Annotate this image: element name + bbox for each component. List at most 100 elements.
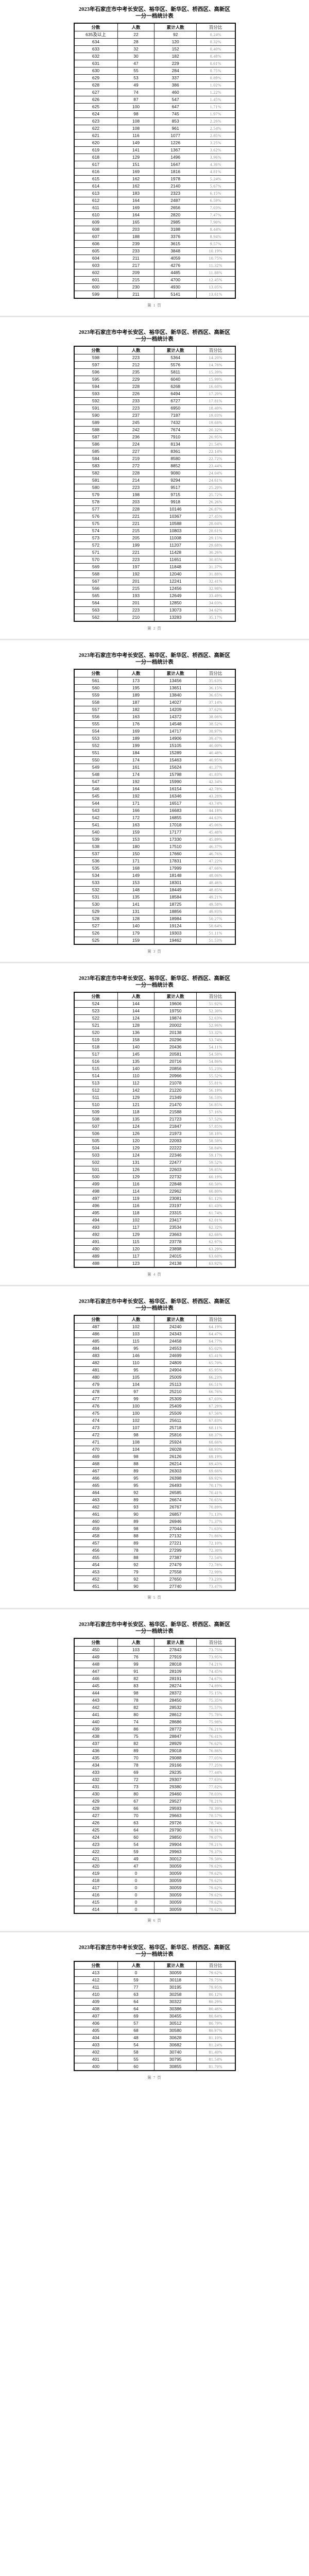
score-cell: 403 <box>74 2041 118 2049</box>
score-cell: 579 <box>74 491 118 499</box>
table-row: 425 64 29790 78.91% <box>74 1826 236 1834</box>
cumulative-cell: 3615 <box>154 240 197 248</box>
count-cell: 145 <box>117 1050 155 1058</box>
score-cell: 555 <box>74 720 118 728</box>
table-row: 530 141 18725 49.58% <box>74 901 236 908</box>
score-cell: 427 <box>74 1812 118 1820</box>
score-cell: 573 <box>74 534 118 542</box>
page-title: 2023年石家庄市中考长安区、裕华区、新华区、桥西区、高新区 一分一档统计表 <box>0 646 309 666</box>
count-cell: 28 <box>117 38 155 46</box>
count-cell: 164 <box>117 211 155 219</box>
score-cell: 504 <box>74 1144 118 1152</box>
count-cell: 148 <box>117 886 155 894</box>
title-line-2: 一分一档统计表 <box>135 982 174 988</box>
cumulative-cell: 25113 <box>154 1381 197 1388</box>
count-cell: 104 <box>117 1446 155 1453</box>
count-cell: 217 <box>117 262 155 269</box>
count-cell: 219 <box>117 455 155 463</box>
score-cell: 561 <box>74 677 118 685</box>
cumulative-cell: 30628 <box>154 2034 197 2042</box>
count-cell: 163 <box>117 821 155 829</box>
title-line-1: 2023年石家庄市中考长安区、裕华区、新华区、桥西区、高新区 <box>79 1945 230 1951</box>
table-row: 608 203 3188 8.44% <box>74 226 236 233</box>
cumulative-cell: 16855 <box>154 814 197 822</box>
percent-cell: 1.71% <box>196 103 236 111</box>
cumulative-cell: 5811 <box>154 368 197 376</box>
table-row: 442 82 28532 75.57% <box>74 1704 236 1711</box>
percent-cell: 32.41% <box>196 578 236 585</box>
score-cell: 604 <box>74 255 118 262</box>
count-cell: 136 <box>117 1029 155 1037</box>
score-cell: 574 <box>74 527 118 535</box>
table-row: 473 107 25718 68.11% <box>74 1424 236 1432</box>
cumulative-cell: 17831 <box>154 857 197 865</box>
percent-cell: 10.75% <box>196 255 236 262</box>
score-cell: 529 <box>74 908 118 916</box>
page-title: 2023年石家庄市中考长安区、裕华区、新华区、桥西区、高新区 一分一档统计表 <box>0 969 309 989</box>
table-row: 522 124 19874 52.63% <box>74 1014 236 1022</box>
score-cell: 470 <box>74 1446 118 1453</box>
count-cell: 70 <box>117 1754 155 1762</box>
cumulative-cell: 30012 <box>154 1855 197 1863</box>
cumulative-cell: 30059 <box>154 1877 197 1885</box>
percent-cell: 29.68% <box>196 541 236 549</box>
percent-cell: 66.76% <box>196 1388 236 1396</box>
count-cell: 192 <box>117 570 155 578</box>
table-row: 413 0 30059 79.62% <box>74 1969 236 1977</box>
count-cell: 63 <box>117 1991 155 1998</box>
score-cell: 626 <box>74 96 118 104</box>
document-page: 2023年石家庄市中考长安区、裕华区、新华区、桥西区、高新区 一分一档统计表 分… <box>0 323 309 633</box>
score-cell: 450 <box>74 1646 118 1654</box>
column-header-score: 分数 <box>74 23 118 31</box>
table-row: 519 158 20296 53.74% <box>74 1036 236 1044</box>
table-row: 557 182 14209 37.62% <box>74 706 236 714</box>
score-cell: 429 <box>74 1798 118 1805</box>
count-cell: 235 <box>117 368 155 376</box>
cumulative-cell: 23663 <box>154 1231 197 1239</box>
table-row: 595 229 6040 15.99% <box>74 376 236 383</box>
score-cell: 446 <box>74 1675 118 1683</box>
count-cell: 164 <box>117 197 155 205</box>
table-row: 411 77 30195 79.95% <box>74 1984 236 1991</box>
percent-cell: 22.72% <box>196 455 236 463</box>
cumulative-cell: 28772 <box>154 1725 197 1733</box>
page-footer: 第 7 页 <box>147 2075 162 2080</box>
percent-cell: 55.23% <box>196 1065 236 1073</box>
cumulative-cell: 1367 <box>154 146 197 154</box>
table-row: 504 129 22222 58.84% <box>74 1144 236 1152</box>
count-cell: 126 <box>117 1130 155 1138</box>
percent-cell: 72.10% <box>196 1539 236 1547</box>
table-row: 500 129 22732 60.19% <box>74 1173 236 1181</box>
score-cell: 584 <box>74 455 118 463</box>
count-cell: 176 <box>117 720 155 728</box>
table-row: 433 69 29235 77.44% <box>74 1769 236 1776</box>
table-row: 524 144 19606 51.92% <box>74 1000 236 1008</box>
table-row: 599 211 5141 13.61% <box>74 291 236 299</box>
percent-cell: 31.88% <box>196 570 236 578</box>
cumulative-cell: 2656 <box>154 204 197 212</box>
score-cell: 515 <box>74 1065 118 1073</box>
count-cell: 228 <box>117 469 155 477</box>
page-footer: 第 3 页 <box>147 949 162 954</box>
count-cell: 151 <box>117 161 155 168</box>
column-header-percent: 百分比 <box>196 1961 236 1970</box>
table-row: 448 99 28018 74.21% <box>74 1660 236 1668</box>
page-title: 2023年石家庄市中考长安区、裕华区、新华区、桥西区、高新区 一分一档统计表 <box>0 1938 309 1958</box>
table-row: 494 102 23417 62.01% <box>74 1216 236 1224</box>
score-cell: 610 <box>74 211 118 219</box>
cumulative-cell: 29904 <box>154 1841 197 1849</box>
table-body: 598 223 5364 14.20% 597 212 5576 14.76% 596 235 58… <box>74 354 236 622</box>
score-cell: 593 <box>74 390 118 398</box>
score-cell: 530 <box>74 901 118 908</box>
percent-cell: 71.37% <box>196 1518 236 1526</box>
percent-cell: 59.52% <box>196 1159 236 1166</box>
count-cell: 192 <box>117 792 155 800</box>
count-cell: 0 <box>117 1877 155 1885</box>
cumulative-cell: 21723 <box>154 1115 197 1123</box>
count-cell: 78 <box>117 1697 155 1704</box>
cumulative-cell: 11651 <box>154 556 197 564</box>
cumulative-cell: 853 <box>154 117 197 125</box>
table-header-row: 分数 人数 累计人数 百分比 <box>74 992 236 1001</box>
table-row: 618 129 1496 3.96% <box>74 154 236 161</box>
percent-cell: 77.44% <box>196 1769 236 1776</box>
